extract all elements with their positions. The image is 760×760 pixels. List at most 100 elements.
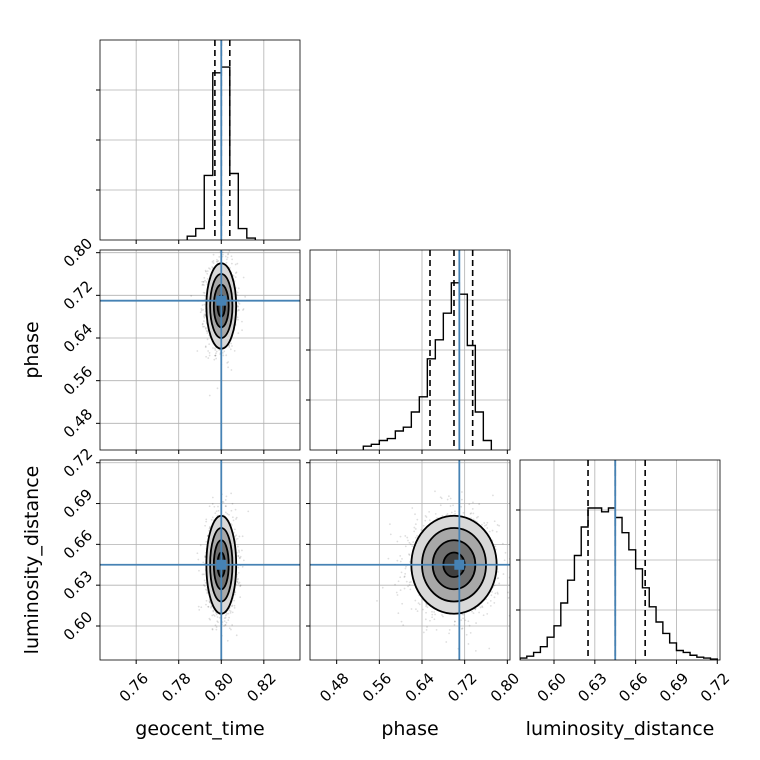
sample-point (204, 524, 207, 527)
ylabel-luminosity-distance: luminosity_distance (21, 466, 43, 655)
sample-point (224, 511, 227, 514)
sample-point (425, 605, 427, 608)
sample-point (397, 580, 400, 583)
sample-point (212, 610, 215, 613)
sample-point (202, 283, 204, 286)
sample-point (210, 518, 213, 521)
sample-point (471, 508, 474, 510)
x-tick-label: 0.64 (402, 669, 438, 705)
sample-point (431, 610, 433, 613)
sample-point (207, 357, 210, 359)
sample-point (203, 276, 206, 279)
sample-point (212, 613, 215, 616)
sample-point (241, 535, 244, 538)
sample-point (203, 584, 205, 586)
sample-point (239, 596, 242, 599)
y-tick-label: 0.80 (60, 234, 96, 270)
sample-point (206, 338, 209, 341)
sample-point (461, 613, 464, 616)
sample-point (399, 576, 402, 579)
sample-point (388, 523, 391, 526)
sample-point (236, 316, 239, 319)
sample-point (241, 549, 243, 552)
sample-point (449, 497, 452, 500)
sample-point (203, 315, 205, 318)
x-tick-label: 0.80 (487, 669, 523, 705)
sample-point (201, 322, 204, 325)
sample-point (202, 308, 205, 311)
sample-point (477, 515, 479, 518)
sample-point (424, 618, 427, 621)
sample-point (231, 524, 233, 526)
sample-point (486, 521, 489, 524)
sample-point (210, 605, 213, 607)
sample-point (203, 325, 206, 328)
sample-point (409, 588, 412, 591)
sample-point (207, 605, 210, 608)
sample-point (232, 275, 235, 277)
sample-point (469, 631, 472, 634)
sample-point (211, 628, 214, 631)
sample-point (424, 519, 427, 522)
sample-point (218, 255, 221, 258)
sample-point (422, 524, 425, 527)
sample-point (415, 608, 417, 611)
sample-point (205, 540, 208, 543)
sample-point (471, 610, 473, 613)
sample-point (218, 349, 221, 351)
sample-point (223, 624, 226, 627)
sample-point (236, 581, 239, 583)
sample-point (231, 604, 234, 607)
sample-point (472, 612, 475, 615)
sample-point (231, 345, 233, 347)
sample-point (203, 579, 206, 582)
sample-point (222, 354, 225, 357)
x-tick-label: 0.60 (534, 669, 570, 705)
sample-point (488, 530, 491, 533)
sample-point (241, 565, 244, 568)
sample-point (228, 627, 231, 630)
sample-point (411, 545, 414, 548)
sample-point (222, 501, 225, 504)
sample-point (399, 554, 402, 557)
sample-point (496, 524, 499, 526)
sample-point (233, 606, 236, 609)
sample-point (396, 559, 399, 562)
panel-frame (99, 249, 301, 451)
sample-point (236, 291, 239, 294)
sample-point (205, 270, 207, 273)
sample-point (235, 271, 238, 274)
sample-point (404, 545, 407, 548)
sample-point (484, 524, 486, 527)
sample-point (199, 311, 202, 314)
sample-point (237, 308, 240, 311)
sample-point (212, 253, 215, 256)
sample-point (238, 302, 241, 305)
sample-point (214, 624, 217, 627)
sample-point (206, 270, 209, 273)
sample-point (206, 592, 209, 595)
sample-point (475, 516, 478, 519)
sample-point (227, 253, 229, 256)
sample-point (491, 591, 493, 593)
y-tick-label: 0.56 (60, 362, 96, 398)
sample-point (203, 316, 206, 319)
sample-point (493, 584, 496, 587)
sample-point (408, 581, 411, 584)
sample-point (228, 609, 231, 612)
sample-point (197, 558, 200, 561)
sample-point (207, 350, 210, 352)
x-tick-label: 0.63 (574, 669, 610, 705)
sample-point (216, 620, 219, 623)
sample-point (461, 627, 464, 630)
sample-point (209, 268, 211, 270)
panel-luminosity_distance-luminosity_distance: 0.60 0.63 0.66 0.69 0.72 (516, 459, 733, 706)
sample-point (401, 557, 403, 560)
sample-point (206, 330, 209, 333)
sample-point (244, 295, 247, 298)
sample-point (227, 619, 230, 622)
sample-point (213, 615, 216, 617)
panel-frame (99, 39, 301, 241)
sample-point (237, 572, 240, 574)
sample-point (205, 329, 208, 332)
